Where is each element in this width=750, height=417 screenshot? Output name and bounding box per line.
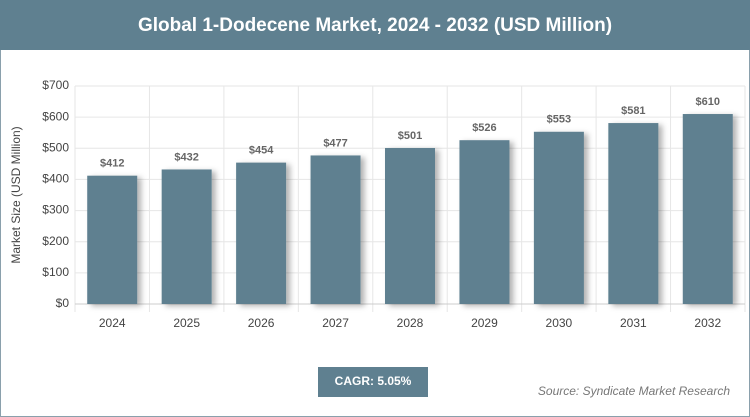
x-tick-label: 2030 (546, 316, 573, 330)
y-tick-label: $300 (42, 203, 69, 217)
y-tick-label: $400 (42, 172, 69, 186)
x-tick-label: 2028 (397, 316, 424, 330)
y-tick-label: $100 (42, 265, 69, 279)
title-band (0, 0, 750, 50)
bar (682, 114, 733, 305)
y-tick-label: $600 (42, 109, 69, 123)
bar (161, 169, 212, 304)
y-tick-label: $500 (42, 140, 69, 154)
value-label: $432 (174, 151, 198, 163)
value-label: $501 (398, 130, 422, 142)
value-label: $412 (100, 158, 124, 170)
x-tick-label: 2026 (248, 316, 275, 330)
x-tick-label: 2025 (173, 316, 200, 330)
y-axis-label: Market Size (USD Million) (9, 126, 23, 263)
value-label: $526 (472, 122, 496, 134)
value-label: $477 (323, 137, 347, 149)
y-tick-label: $700 (42, 78, 69, 92)
bar (236, 162, 287, 304)
x-tick-label: 2029 (471, 316, 498, 330)
y-tick-label: $0 (56, 296, 70, 310)
cagr-label: CAGR: 5.05% (335, 374, 412, 388)
x-tick-label: 2032 (694, 316, 721, 330)
y-tick-label: $200 (42, 234, 69, 248)
x-tick-label: 2024 (99, 316, 126, 330)
value-label: $610 (696, 96, 720, 108)
bar (459, 140, 510, 304)
bar (310, 155, 361, 304)
value-label: $581 (621, 105, 645, 117)
x-tick-label: 2031 (620, 316, 647, 330)
bar (87, 175, 138, 304)
bar (533, 131, 584, 304)
cagr-box (318, 367, 428, 397)
source-note: Source: Syndicate Market Research (538, 384, 730, 398)
bar (385, 147, 435, 304)
bar (608, 123, 659, 304)
value-label: $454 (249, 145, 274, 157)
value-label: $553 (547, 114, 571, 126)
x-tick-label: 2027 (322, 316, 349, 330)
chart-title: Global 1-Dodecene Market, 2024 - 2032 (U… (138, 15, 612, 36)
